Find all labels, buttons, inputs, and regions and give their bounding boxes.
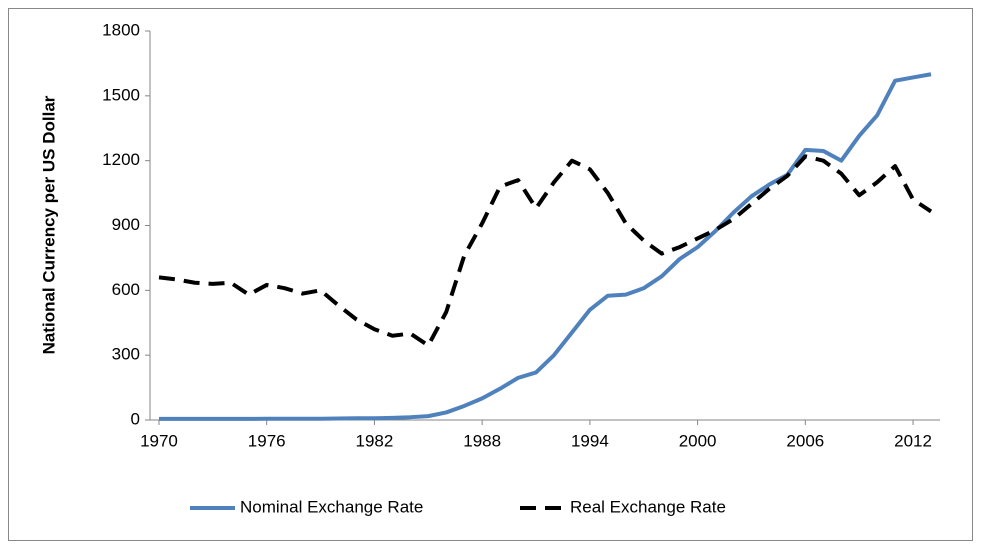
y-tick-label: 900 — [112, 215, 140, 234]
x-tick-label: 2006 — [786, 431, 824, 450]
y-tick-label: 600 — [112, 280, 140, 299]
x-tick-label: 1970 — [140, 431, 178, 450]
legend-label: Real Exchange Rate — [570, 497, 726, 516]
x-tick-label: 1982 — [356, 431, 394, 450]
x-tick-label: 2012 — [894, 431, 932, 450]
chart-frame — [8, 8, 973, 541]
y-tick-label: 0 — [131, 409, 140, 428]
x-tick-label: 1988 — [463, 431, 501, 450]
x-tick-label: 1976 — [248, 431, 286, 450]
y-tick-label: 1500 — [102, 85, 140, 104]
x-tick-label: 2000 — [679, 431, 717, 450]
y-tick-label: 1800 — [102, 20, 140, 39]
legend-label: Nominal Exchange Rate — [240, 497, 423, 516]
y-tick-label: 1200 — [102, 150, 140, 169]
x-tick-label: 1994 — [571, 431, 609, 450]
line-series — [158, 72, 932, 421]
y-tick-label: 300 — [112, 345, 140, 364]
y-axis-label: National Currency per US Dollar — [39, 95, 58, 354]
line-series — [158, 154, 933, 348]
